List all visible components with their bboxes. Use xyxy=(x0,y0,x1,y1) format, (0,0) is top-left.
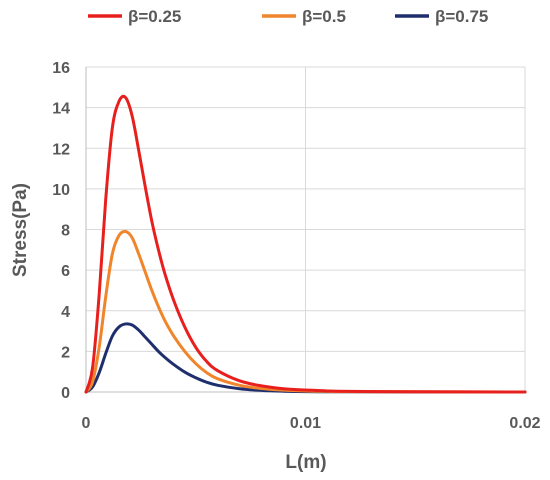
legend: β=0.25 β=0.5 β=0.75 xyxy=(88,7,488,26)
series-line xyxy=(84,94,527,394)
y-tick-label: 14 xyxy=(52,101,70,118)
x-axis-title: L(m) xyxy=(285,452,326,473)
y-tick-label: 10 xyxy=(52,182,70,199)
y-tick-label: 4 xyxy=(61,304,70,321)
y-tick-label: 8 xyxy=(61,223,70,240)
legend-label: β=0.5 xyxy=(302,7,346,26)
y-tick-label: 0 xyxy=(61,385,70,402)
legend-label: β=0.25 xyxy=(128,7,181,26)
x-tick-label: 0.02 xyxy=(509,415,540,432)
y-tick-label: 2 xyxy=(61,344,70,361)
y-tick-label: 12 xyxy=(52,141,70,158)
y-tick-label: 16 xyxy=(52,60,70,77)
y-axis-title: Stress(Pa) xyxy=(10,183,31,277)
x-tick-label: 0.01 xyxy=(290,415,321,432)
legend-label: β=0.75 xyxy=(435,7,488,26)
x-tick-label: 0 xyxy=(82,415,91,432)
y-tick-label: 6 xyxy=(61,263,70,280)
series-lines xyxy=(84,94,527,394)
tick-labels: 0 2 4 6 8 10 12 14 16 0 0.01 0.02 xyxy=(52,60,540,432)
gridlines xyxy=(86,66,526,392)
